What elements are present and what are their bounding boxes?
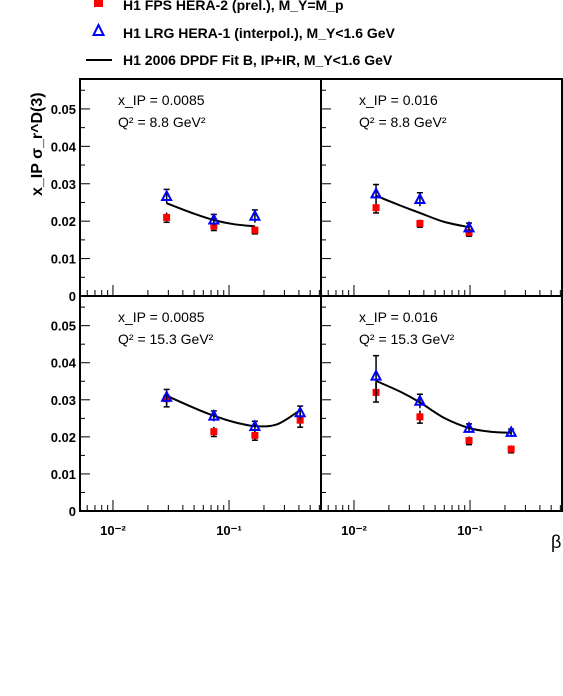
y-tick-label: 0: [69, 504, 76, 519]
fps-point: [163, 213, 171, 221]
fps-point: [251, 226, 259, 234]
lrg-point: [160, 189, 173, 201]
lrg-point: [462, 220, 476, 233]
fit-curve: [375, 379, 512, 434]
panel-frame: [320, 295, 563, 512]
legend-fps-marker: [94, 0, 103, 7]
fps-point: [296, 416, 304, 424]
panel-annotation: x_IP = 0.016: [359, 92, 438, 108]
fps-point: [416, 219, 424, 227]
panel-frame: [79, 295, 322, 512]
lrg-point: [248, 419, 262, 431]
x-tick-label: 10⁻¹: [457, 523, 483, 538]
y-tick-label: 0.01: [51, 252, 76, 267]
panel-annotation: Q² = 15.3 GeV²: [359, 331, 455, 347]
axes: 0 0.01 0.02 0.03 0.04 0.05 0 0.01 0.02 0.03 0.04 0.…: [51, 102, 77, 519]
panel-annotation: x_IP = 0.0085: [118, 309, 205, 325]
x-axis-label: β: [551, 532, 561, 552]
y-tick-label: 0.02: [51, 214, 76, 229]
panel-annotation: Q² = 15.3 GeV²: [118, 331, 214, 347]
fps-point: [372, 204, 380, 212]
lrg-point: [207, 408, 221, 421]
legend-lrg-marker: [91, 22, 106, 36]
panel-annotation: Q² = 8.8 GeV²: [118, 114, 206, 130]
legend: H1 FPS HERA-2 (prel.), M_Y=M_p H1 LRG HE…: [86, 0, 396, 68]
fps-point: [465, 437, 473, 445]
lrg-point: [293, 405, 307, 418]
panel-annotation: Q² = 8.8 GeV²: [359, 114, 447, 130]
y-tick-label: 0.03: [51, 177, 76, 192]
legend-fit-label: H1 2006 DPDF Fit B, IP+IR, M_Y<1.6 GeV: [123, 52, 393, 68]
panel-top-left: x_IP = 0.0085 Q² = 8.8 GeV²: [79, 78, 322, 297]
y-tick-label: 0.05: [51, 102, 76, 117]
panel-bottom-left: 10⁻² 10⁻¹ x_IP = 0.0085 Q² = 15.3 GeV²: [79, 295, 322, 538]
lrg-point: [413, 192, 427, 204]
lrg-point: [369, 368, 383, 381]
lrg-point: [369, 186, 383, 199]
y-tick-label: 0.04: [51, 356, 77, 371]
y-tick-label: 0.02: [51, 430, 76, 445]
panel-bottom-right: 10⁻² 10⁻¹ x_IP = 0.016 Q² = 15.3 GeV²: [320, 295, 563, 538]
lrg-point: [462, 421, 476, 433]
lrg-point: [413, 394, 427, 406]
lrg-point: [504, 425, 518, 437]
fps-point: [251, 431, 259, 439]
panel-frame: [320, 78, 563, 297]
lrg-point: [248, 209, 262, 221]
x-tick-label: 10⁻²: [341, 523, 367, 538]
panel-top-right: x_IP = 0.016 Q² = 8.8 GeV²: [320, 78, 563, 297]
y-tick-label: 0.04: [51, 139, 77, 154]
fit-curve: [166, 394, 301, 428]
fps-point: [210, 428, 218, 436]
legend-lrg-label: H1 LRG HERA-1 (interpol.), M_Y<1.6 GeV: [123, 25, 396, 41]
x-tick-label: 10⁻²: [100, 523, 126, 538]
panel-annotation: x_IP = 0.016: [359, 309, 438, 325]
fps-point: [507, 445, 515, 453]
y-tick-label: 0.01: [51, 467, 76, 482]
y-tick-label: 0.03: [51, 393, 76, 408]
lrg-point: [160, 390, 173, 402]
fps-point: [416, 413, 424, 421]
panels: x_IP = 0.0085 Q² = 8.8 GeV² x_IP = 0.016 Q²…: [79, 78, 563, 538]
y-axis-label: x_IP σ_r^D(3): [29, 92, 46, 196]
lrg-point: [207, 212, 221, 225]
x-tick-label: 10⁻¹: [216, 523, 242, 538]
fit-curve: [375, 194, 470, 229]
y-tick-label: 0: [69, 289, 76, 304]
fps-point: [210, 222, 218, 230]
y-tick-label: 0.05: [51, 319, 76, 334]
legend-fps-label: H1 FPS HERA-2 (prel.), M_Y=M_p: [123, 0, 344, 13]
panel-annotation: x_IP = 0.0085: [118, 92, 205, 108]
panel-frame: [79, 78, 322, 297]
